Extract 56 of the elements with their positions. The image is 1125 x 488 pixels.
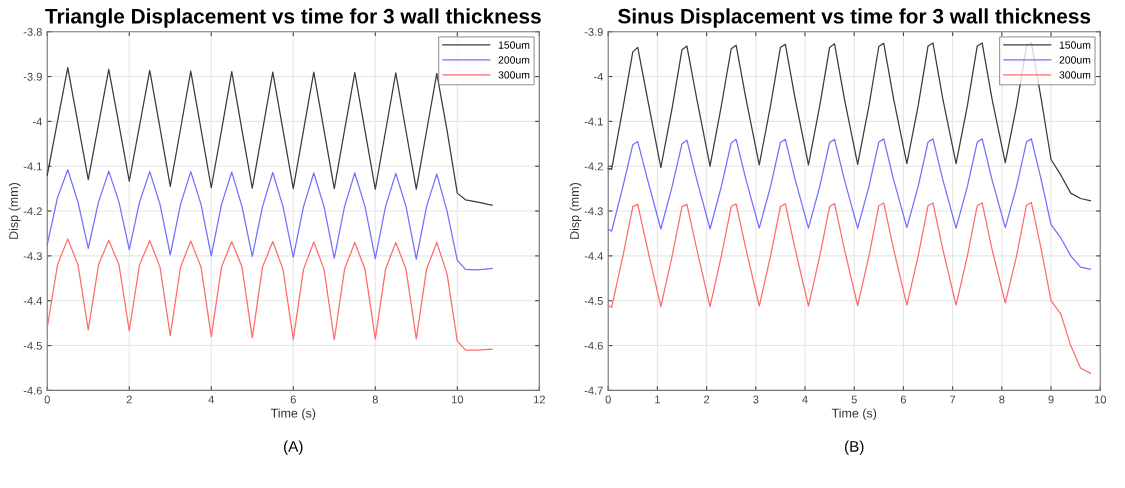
- line-series: [607, 42, 1092, 202]
- y-axis-title: Disp (mm): [569, 183, 582, 239]
- y-axis-title: Disp (mm): [8, 183, 21, 239]
- x-tick-label: 10: [1094, 395, 1106, 404]
- text: (B): [844, 440, 864, 455]
- x-tick-label: 0: [605, 395, 611, 404]
- legend-label: 200um: [498, 56, 530, 64]
- y-tick-label: -4.6: [23, 386, 42, 395]
- y-tick-label: -4.2: [584, 162, 603, 171]
- x-tick-label: 7: [950, 395, 956, 404]
- x-tick-label: 0: [44, 395, 50, 404]
- y-tick-label: -4.4: [23, 297, 43, 305]
- line-series: [607, 201, 1092, 374]
- x-tick-label: 2: [126, 395, 132, 404]
- x-tick-label: 3: [753, 395, 759, 404]
- legend-label: 150um: [1059, 41, 1091, 49]
- chart-title: Sinus Displacement vs time for 3 wall thickness: [618, 8, 1091, 28]
- y-tick-label: -4.4: [584, 252, 604, 260]
- y-tick-label: -4.3: [584, 207, 603, 216]
- x-tick-label: 8: [999, 395, 1005, 404]
- x-tick-label: 6: [290, 395, 296, 404]
- y-tick-label: -4: [33, 117, 43, 126]
- legend-label: 300um: [498, 71, 530, 79]
- line-series: [46, 66, 493, 206]
- y-tick-label: -4: [593, 72, 604, 81]
- y-tick-label: -4.5: [23, 341, 42, 350]
- y-tick-label: -3.9: [584, 27, 603, 36]
- y-tick-label: -4.7: [584, 386, 603, 395]
- x-tick-label: 5: [851, 395, 857, 404]
- y-tick-label: -4.5: [584, 297, 603, 305]
- x-tick-label: 10: [451, 395, 464, 404]
- line-series: [607, 138, 1092, 270]
- x-tick-label: 1: [655, 395, 660, 404]
- line-series: [46, 238, 493, 351]
- text: (A): [284, 440, 303, 455]
- y-tick-label: -3.8: [23, 27, 42, 36]
- x-axis-title: Time (s): [270, 408, 316, 421]
- y-tick-label: -3.9: [23, 72, 42, 81]
- legend-label: 200um: [1059, 56, 1091, 64]
- y-tick-label: -4.3: [23, 252, 42, 261]
- y-tick-label: -4.6: [584, 341, 603, 350]
- y-tick-label: -4.1: [23, 162, 42, 171]
- x-tick-label: 12: [533, 395, 545, 404]
- x-tick-label: 4: [208, 395, 215, 404]
- legend-label: 150um: [498, 41, 530, 49]
- y-tick-label: -4.1: [584, 117, 603, 126]
- x-tick-label: 4: [802, 395, 808, 404]
- line-series: [46, 169, 493, 271]
- x-tick-label: 9: [1048, 395, 1054, 404]
- x-tick-label: 8: [372, 395, 378, 404]
- x-tick-label: 2: [704, 395, 710, 404]
- chart-title: Triangle Displacement vs time for 3 wall thickness: [45, 8, 541, 28]
- legend-label: 300um: [1059, 71, 1091, 79]
- y-tick-label: -4.2: [23, 207, 42, 216]
- x-axis-title: Time (s): [831, 408, 877, 421]
- x-tick-label: 6: [900, 395, 907, 404]
